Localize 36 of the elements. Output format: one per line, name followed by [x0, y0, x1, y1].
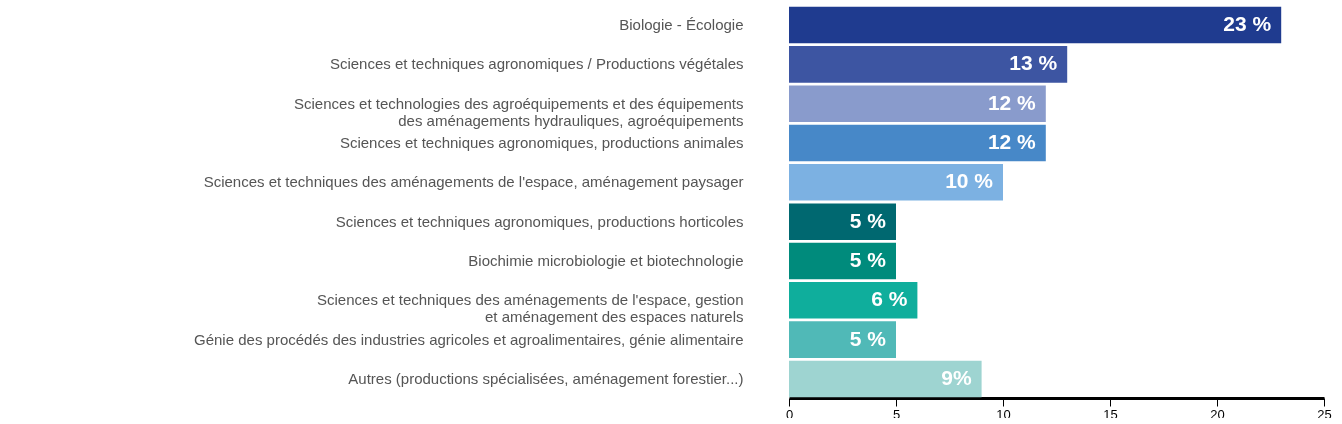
data-label: 23 %: [1223, 12, 1272, 36]
data-label: 6 %: [871, 287, 908, 311]
y-tick-label: Autres (productions spécialisées, aménagement forestier...): [348, 369, 744, 387]
y-tick-label: Biochimie microbiologie et biotechnologie: [468, 251, 744, 269]
bar: [789, 85, 1046, 122]
y-tick-label: Sciences et techniques des aménagements de l'espace, aménagement paysager: [203, 173, 744, 191]
y-tick-label: Biologie - Écologie: [619, 16, 744, 34]
bar: [789, 164, 1003, 201]
x-tick-label: 20: [1210, 406, 1225, 422]
y-tick-label: Sciences et techniques agronomiques, productions animales: [339, 134, 744, 152]
data-label: 13 %: [1009, 51, 1058, 75]
x-tick-label: 0: [785, 406, 794, 422]
bar: [789, 321, 896, 358]
bar: [789, 6, 1282, 44]
bar: [789, 360, 982, 398]
data-label: 5 %: [849, 247, 887, 271]
x-tick-label: 25: [1317, 406, 1332, 422]
data-label: 5 %: [849, 208, 887, 232]
y-tick-label: Génie des procédés des industries agricoles et agroalimentaires, génie alimentaire: [194, 330, 744, 348]
y-tick-label: Sciences et techniques agronomiques, productions horticoles: [335, 212, 744, 230]
data-label: 12 %: [987, 90, 1037, 114]
data-label: 12 %: [987, 130, 1037, 154]
data-label: 10 %: [945, 169, 994, 193]
data-label: 5 %: [849, 326, 887, 350]
bar: [789, 242, 896, 280]
x-tick-label: 15: [1103, 406, 1118, 422]
y-tick-label: Sciences et technologies des agroéquipements et des équipements des aménagements hydrauliques, agroéquipements: [294, 94, 744, 129]
bar: [789, 203, 896, 240]
data-label: 9%: [941, 365, 972, 389]
bar: [789, 46, 1068, 83]
x-tick-label: 5: [892, 406, 901, 422]
y-tick-label: Sciences et techniques agronomiques / Productions végétales: [329, 55, 744, 73]
bar: [789, 124, 1046, 162]
bar: [789, 282, 918, 319]
y-tick-label: Sciences et techniques des aménagements de l'espace, gestion et aménagement des espaces naturels: [317, 291, 744, 326]
x-tick-label: 10: [996, 406, 1011, 422]
